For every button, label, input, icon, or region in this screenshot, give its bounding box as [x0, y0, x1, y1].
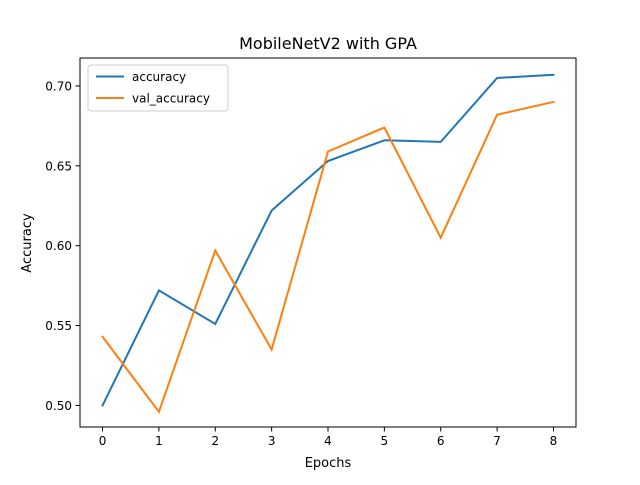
- x-tick-label: 6: [437, 434, 445, 448]
- x-tick-label: 8: [550, 434, 558, 448]
- series-line-accuracy: [101, 73, 555, 407]
- x-tick-label: 1: [155, 434, 163, 448]
- plot-area: 0 1 2 3 4 5 6 7 8 0.50 0.55 0.60 0.65 0.70: [45, 57, 577, 448]
- x-tick-label: 7: [493, 434, 501, 448]
- legend-label-val-accuracy: val_accuracy: [132, 92, 210, 106]
- x-tick-label: 0: [99, 434, 107, 448]
- x-tick-label: 3: [268, 434, 276, 448]
- y-tick-label: 0.70: [45, 79, 72, 93]
- x-axis-label: Epochs: [305, 456, 352, 471]
- series-line-val-accuracy: [101, 100, 555, 414]
- y-tick-label: 0.60: [45, 239, 72, 253]
- y-tick-label: 0.65: [45, 159, 72, 173]
- y-tick-label: 0.55: [45, 319, 72, 333]
- x-tick-label: 2: [211, 434, 219, 448]
- y-axis-label: Accuracy: [20, 213, 35, 273]
- legend-label-accuracy: accuracy: [132, 70, 186, 84]
- x-tick-label: 4: [324, 434, 332, 448]
- x-tick-label: 5: [381, 434, 389, 448]
- chart-title: MobileNetV2 with GPA: [239, 34, 417, 53]
- y-tick-label: 0.50: [45, 399, 72, 413]
- legend: accuracy val_accuracy: [87, 64, 229, 112]
